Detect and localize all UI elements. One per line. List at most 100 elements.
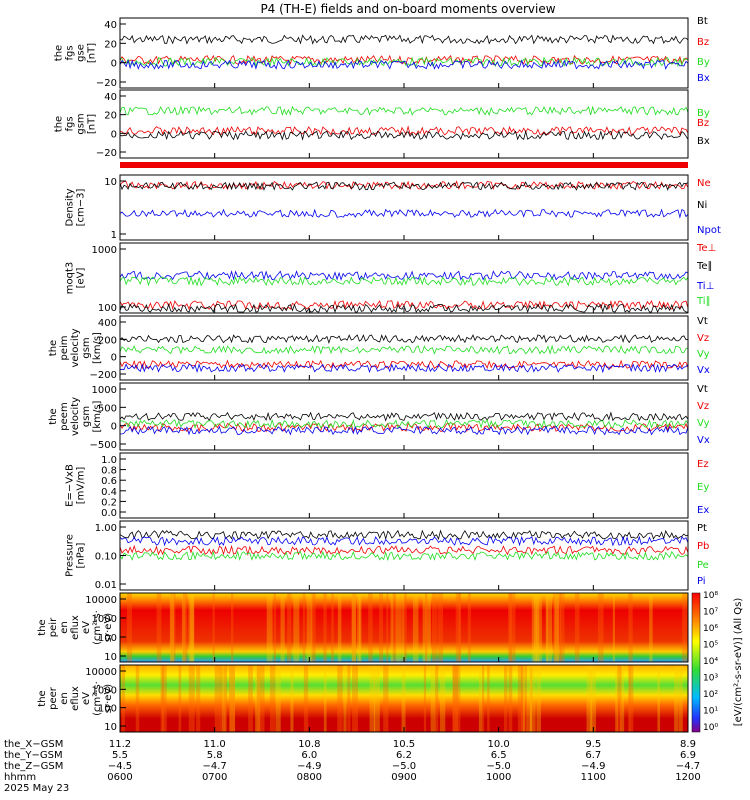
axis-row-value: 10.5 — [393, 739, 415, 750]
legend-label: Bz — [697, 37, 709, 48]
series-line-Ne — [119, 180, 689, 191]
ytick-label: 0.0 — [101, 508, 117, 519]
axis-row-value: 11.2 — [109, 739, 131, 750]
ytick-label: 0 — [111, 422, 117, 433]
ytick-label: 20 — [104, 111, 117, 122]
ytick-label: 0 — [111, 59, 117, 70]
heatmap-stripe — [290, 665, 294, 732]
heatmap-stripe — [401, 665, 406, 732]
ytick-label: 1000 — [92, 614, 117, 625]
panel-ylabel-line: en — [59, 621, 70, 634]
ytick-label: 10000 — [85, 595, 117, 606]
heatmap-stripe — [503, 665, 508, 732]
axis-row-value: 10.8 — [298, 739, 320, 750]
axis-row-label: the_Z−GSM — [4, 761, 63, 772]
heatmap-stripe — [682, 593, 688, 662]
legend-label: Pe — [697, 560, 709, 571]
heatmap-stripe — [455, 593, 461, 662]
panel-ylabel-line: [nT] — [87, 114, 98, 134]
axis-row-value: 0800 — [297, 772, 322, 783]
legend-label: Bx — [697, 73, 710, 84]
axis-row-value: 10.0 — [488, 739, 510, 750]
legend-label: Ez — [697, 459, 709, 470]
heatmap-stripe — [311, 593, 316, 662]
ytick-label: 1.00 — [95, 523, 117, 534]
heatmap-stripe — [478, 665, 483, 732]
panel-temperature: moqt3 [eV] Te⊥ Te∥ Ti⊥ Ti∥ 1000 100 — [65, 242, 716, 314]
heatmap-stripe — [214, 665, 221, 732]
ytick-label: 0.4 — [101, 487, 117, 498]
heatmap-stripe — [467, 593, 471, 662]
series-line-Pb — [119, 544, 689, 556]
panel-frame — [119, 382, 689, 451]
heatmap-stripe — [620, 665, 625, 732]
ytick-label: 20 — [104, 39, 117, 50]
ytick-label: 0.2 — [101, 497, 117, 508]
panel-ylabel-line: Density — [65, 188, 76, 226]
legend-label: Te⊥ — [696, 243, 716, 254]
heatmap-stripe — [536, 593, 542, 662]
ytick-label: 200 — [98, 335, 117, 346]
legend-label: Bx — [697, 136, 710, 147]
heatmap-stripe — [458, 593, 462, 662]
panel-ylabel-line: [eV] — [76, 268, 87, 289]
legend-label: Pb — [697, 541, 709, 552]
heatmap-stripe — [255, 665, 261, 732]
ytick-label: −200 — [90, 370, 117, 381]
legend-label: Vx — [697, 435, 710, 446]
heatmap-stripe — [508, 593, 512, 662]
panel-ylabel-line: moqt3 — [65, 262, 76, 295]
panel-ylabel-line: the — [54, 45, 65, 61]
series-line-Ti⊥ — [119, 270, 689, 281]
legend-label: Bt — [697, 16, 708, 27]
heatmap-stripe — [188, 593, 194, 662]
panel-ylabel-line: [nPa] — [76, 542, 87, 568]
ytick-label: 0.6 — [101, 476, 117, 487]
heatmap-stripe — [212, 593, 215, 662]
heatmap-stripe — [135, 665, 140, 732]
heatmap-stripe — [383, 665, 389, 732]
heatmap-stripe — [121, 665, 125, 732]
series-line-Vt — [119, 411, 689, 422]
panel-ylabel-line: sr·eV) — [103, 684, 114, 713]
heatmap-stripe — [178, 665, 182, 732]
heatmap-stripe — [590, 665, 596, 732]
heatmap-stripe — [302, 593, 306, 662]
ytick-label: 10000 — [85, 667, 117, 678]
colorbar-tick: 10⁰ — [703, 723, 718, 733]
heatmap-stripe — [266, 593, 273, 662]
heatmap-stripe — [404, 593, 407, 662]
colorbar-tick: 10⁷ — [703, 608, 718, 618]
panel-frame — [119, 452, 689, 519]
legend-label: Vy — [697, 349, 710, 360]
heatmap-stripe — [617, 665, 622, 732]
panel-ylabel-line: eflux — [70, 615, 81, 640]
colorbar-tick: 10⁵ — [703, 641, 718, 651]
panel-frame — [119, 17, 689, 89]
heatmap-stripe — [248, 665, 253, 732]
series-line-Ti∥ — [119, 275, 689, 287]
heatmap-stripe — [343, 665, 347, 732]
panel-fgs-gse: the fgs gse [nT] Bt Bz By Bx 40 20 0 −20 — [54, 16, 710, 89]
panel-ylabel-line: peem — [59, 402, 70, 430]
panel-ylabel-line: [km/s] — [92, 332, 103, 364]
series-line-Vx — [119, 425, 689, 436]
heatmap-stripe — [657, 665, 661, 732]
axis-row-value: 0600 — [107, 772, 132, 783]
ytick-label: 400 — [98, 318, 117, 329]
panel-ylabel-line: the — [48, 340, 59, 356]
panel-ylabel-line: sr·eV) — [103, 613, 114, 642]
ytick-label: 1000 — [92, 245, 117, 256]
heatmap-stripe — [430, 665, 436, 732]
heatmap-stripe — [545, 593, 548, 662]
heatmap-stripe — [428, 593, 431, 662]
ytick-label: −20 — [96, 78, 117, 89]
panel-ylabel-line: eflux — [70, 686, 81, 711]
ytick-label: 0.8 — [101, 466, 117, 477]
axis-row-value: 5.8 — [207, 750, 223, 761]
heatmap-stripe — [182, 593, 188, 662]
colorbar-tick: 10⁸ — [703, 591, 718, 601]
heatmap-stripe — [127, 593, 133, 662]
heatmap-stripe — [612, 593, 615, 662]
